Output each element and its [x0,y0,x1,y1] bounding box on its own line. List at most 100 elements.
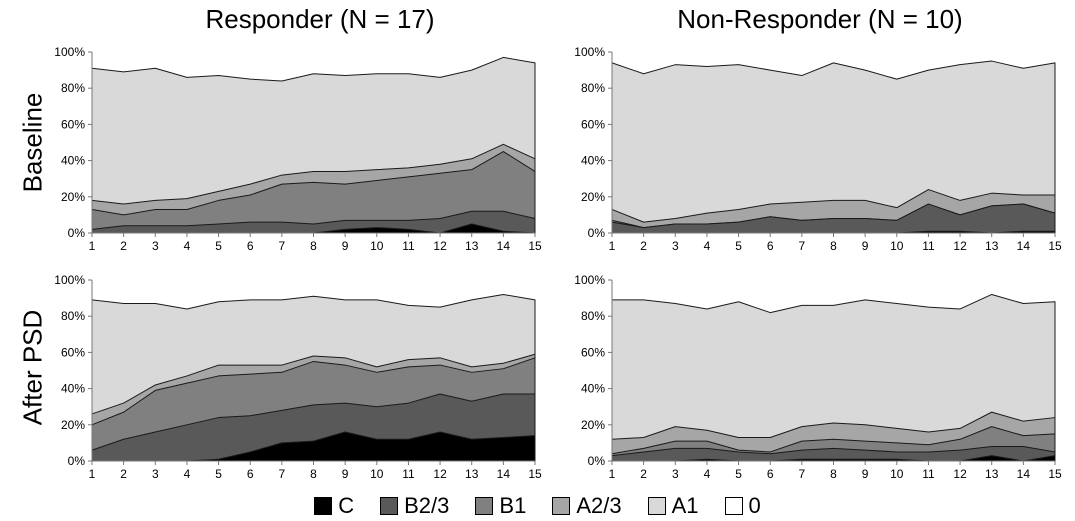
chart-panel-baseline-non-responder: 0%20%40%60%80%100%1 2 3 4 5 6 7 8 9 10 11 12 13 14 15 [574,45,1062,253]
x-tick-label: 15 [1048,239,1062,253]
x-tick-label: 5 [735,239,742,253]
x-tick-label: 11 [922,239,935,253]
area-b2-3 [91,210,536,234]
x-tick-label: 6 [767,467,774,481]
x-tick-label: 8 [310,467,317,481]
x-tick-label: 15 [528,239,542,253]
x-tick-label: 13 [465,239,479,253]
x-tick-label: 14 [1017,239,1031,253]
x-tick-label: 1 [89,239,96,253]
column-title-responder: Responder (N = 17) [205,4,435,34]
legend-item-b1: B1 [475,493,526,519]
x-tick-label: 3 [672,467,679,481]
y-tick-label: 20% [61,418,85,432]
y-tick-label: 0% [68,226,86,240]
legend-item-a23: A2/3 [552,493,622,519]
x-tick-label: 10 [370,239,384,253]
x-tick-label: 2 [640,239,647,253]
legend-label-a23: A2/3 [576,493,622,518]
x-tick-label: 3 [152,467,159,481]
legend-label-c: C [338,493,355,518]
y-tick-label: 100% [574,273,605,287]
x-tick-label: 2 [120,467,127,481]
x-tick-label: 5 [215,467,222,481]
legend-swatch-0 [724,497,743,515]
x-tick-label: 1 [609,239,616,253]
x-tick-label: 11 [922,467,935,481]
legend-item-c: C [314,493,354,519]
y-tick-label: 40% [61,382,85,396]
legend-label-0: 0 [748,493,761,518]
y-tick-label: 100% [574,45,605,59]
x-tick-label: 7 [799,239,806,253]
y-tick-label: 20% [581,190,605,204]
x-tick-label: 2 [120,239,127,253]
area-a1 [611,293,1056,462]
x-tick-label: 11 [402,239,415,253]
legend-label-a1: A1 [671,493,699,518]
y-tick-label: 60% [61,117,85,131]
x-tick-label: 11 [402,467,415,481]
x-tick-label: 15 [528,467,542,481]
x-tick-label: 12 [953,239,967,253]
x-tick-label: 10 [370,467,384,481]
x-tick-label: 12 [433,239,447,253]
area-b2-3 [611,446,1056,462]
y-tick-label: 0% [68,454,86,468]
y-tick-label: 40% [581,154,605,168]
x-tick-label: 10 [890,239,904,253]
x-tick-label: 13 [465,467,479,481]
legend-item-0: 0 [724,493,761,519]
x-tick-label: 12 [953,467,967,481]
x-tick-label: 4 [184,467,191,481]
x-tick-label: 14 [1017,467,1031,481]
legend-swatch-c [314,497,333,515]
x-tick-label: 1 [89,467,96,481]
legend-item-a1: A1 [647,493,699,519]
x-tick-label: 13 [985,467,999,481]
y-tick-label: 80% [581,309,605,323]
x-tick-label: 3 [152,239,159,253]
x-tick-label: 4 [704,467,711,481]
x-tick-label: 9 [862,239,869,253]
x-tick-label: 7 [279,239,286,253]
column-title-non-responder: Non-Responder (N = 10) [677,4,963,34]
x-tick-label: 8 [830,467,837,481]
x-tick-label: 3 [672,239,679,253]
y-tick-label: 100% [54,45,85,59]
x-tick-label: 12 [433,467,447,481]
x-tick-label: 7 [279,467,286,481]
x-tick-label: 6 [767,239,774,253]
y-tick-label: 40% [581,382,605,396]
legend-item-b23: B2/3 [380,493,449,519]
x-tick-label: 7 [799,467,806,481]
x-tick-label: 6 [247,467,254,481]
x-tick-label: 9 [342,467,349,481]
legend-label-b1: B1 [499,493,527,518]
legend-label-b23: B2/3 [404,493,450,518]
x-tick-label: 13 [985,239,999,253]
y-tick-label: 60% [581,117,605,131]
x-tick-label: 14 [497,467,511,481]
x-tick-label: 1 [609,467,616,481]
chart-legend: C B2/3 B1 A2/3 A1 0 [0,492,1075,520]
chart-panel-after-psd-responder: 0%20%40%60%80%100%1 2 3 4 5 6 7 8 9 10 11 12 13 14 15 [54,273,542,481]
x-tick-label: 8 [830,239,837,253]
x-tick-label: 6 [247,239,254,253]
chart-panel-after-psd-non-responder: 0%20%40%60%80%100%1 2 3 4 5 6 7 8 9 10 11 12 13 14 15 [574,273,1062,481]
x-tick-label: 9 [862,467,869,481]
y-tick-label: 80% [581,81,605,95]
legend-swatch-a1 [647,497,666,515]
x-tick-label: 15 [1048,467,1062,481]
y-tick-label: 40% [61,154,85,168]
x-tick-label: 14 [497,239,511,253]
y-tick-label: 0% [588,454,606,468]
y-tick-label: 20% [581,418,605,432]
x-tick-label: 5 [215,239,222,253]
x-tick-label: 8 [310,239,317,253]
x-tick-label: 5 [735,467,742,481]
x-tick-label: 4 [184,239,191,253]
x-tick-label: 2 [640,467,647,481]
y-tick-label: 80% [61,309,85,323]
y-tick-label: 60% [581,345,605,359]
